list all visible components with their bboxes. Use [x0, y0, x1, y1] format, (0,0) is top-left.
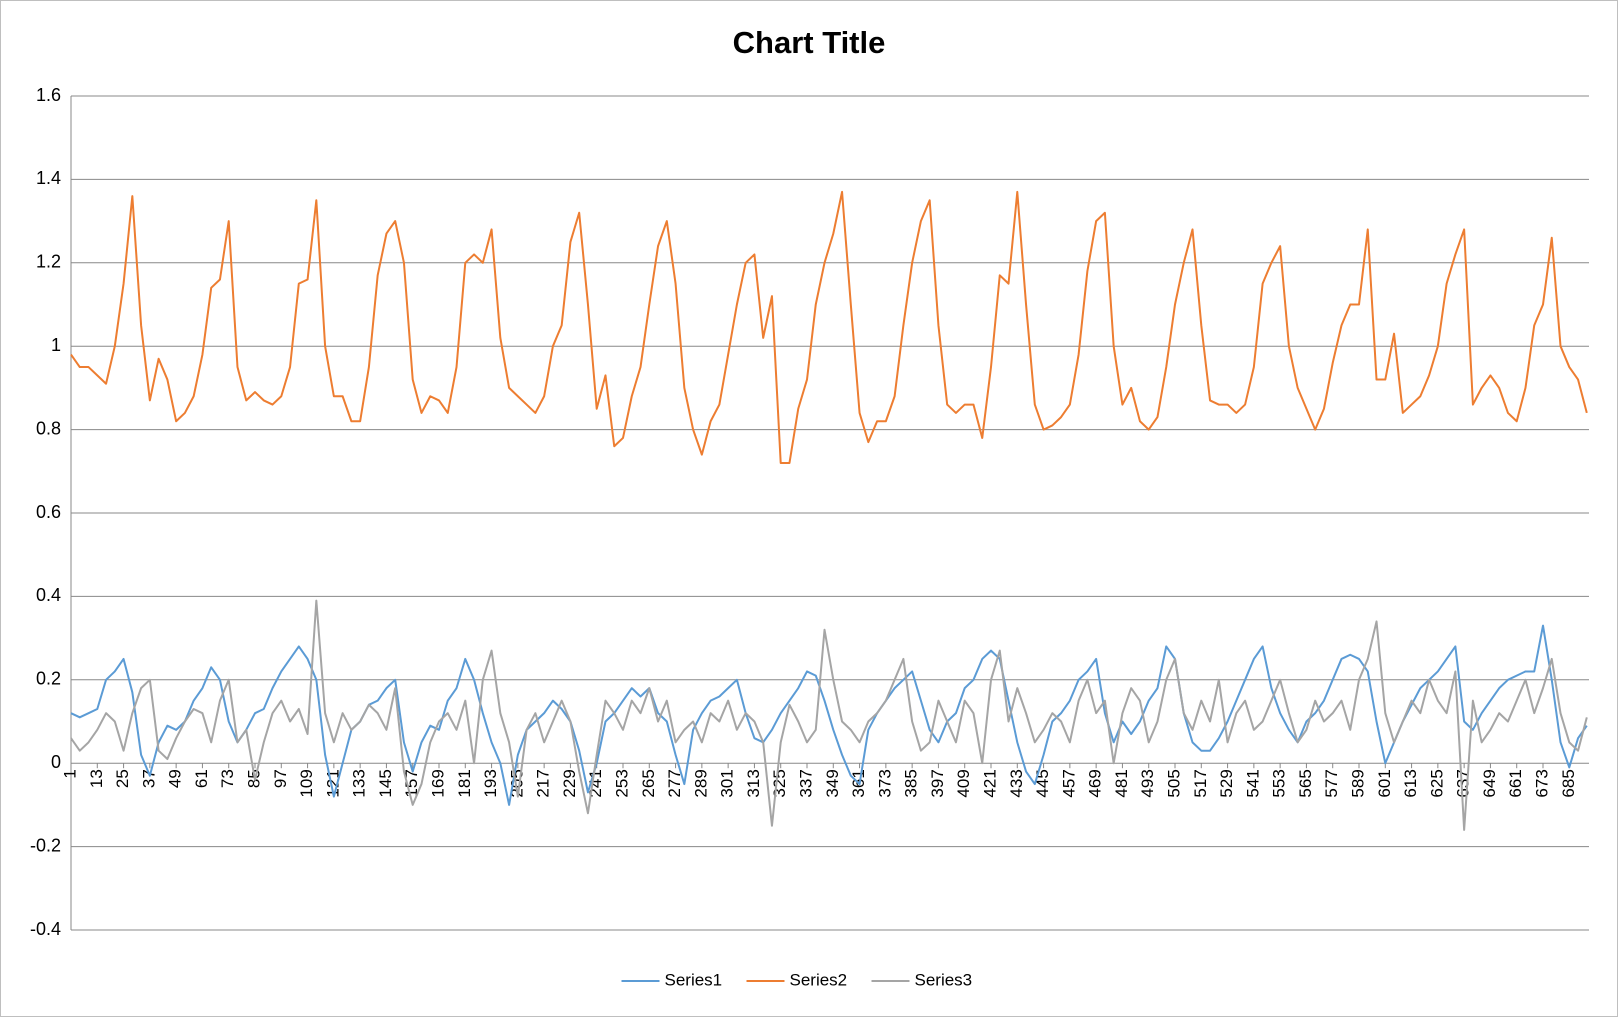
- x-tick-label: 613: [1401, 769, 1420, 797]
- series-line: [70, 190, 1588, 464]
- x-tick-label: 421: [980, 769, 999, 797]
- x-tick-label: 373: [875, 769, 894, 797]
- x-tick-label: 553: [1270, 769, 1289, 797]
- x-tick-label: 73: [218, 769, 237, 788]
- x-tick-label: 229: [560, 769, 579, 797]
- x-tick-label: 325: [770, 769, 789, 797]
- x-tick-label: 1: [60, 769, 79, 778]
- series: [70, 624, 1588, 806]
- x-tick-label: 277: [665, 769, 684, 797]
- x-tick-label: 601: [1375, 769, 1394, 797]
- chart-title: Chart Title: [733, 25, 886, 60]
- x-tick-label: 481: [1112, 769, 1131, 797]
- x-tick-label: 289: [691, 769, 710, 797]
- x-tick-label: 217: [534, 769, 553, 797]
- x-tick-label: 337: [796, 769, 815, 797]
- x-tick-label: 37: [139, 769, 158, 788]
- x-tick-label: 565: [1296, 769, 1315, 797]
- x-tick-label: 541: [1243, 769, 1262, 797]
- x-tick-label: 13: [87, 769, 106, 788]
- y-tick-label: 0.4: [36, 585, 61, 605]
- y-tick-label: -0.4: [30, 919, 61, 939]
- x-tick-label: 517: [1191, 769, 1210, 797]
- x-tick-label: 493: [1138, 769, 1157, 797]
- y-tick-label: 1: [51, 335, 61, 355]
- y-tick-label: -0.2: [30, 835, 61, 855]
- x-tick-label: 457: [1059, 769, 1078, 797]
- x-tick-label: 385: [902, 769, 921, 797]
- x-tick-label: 157: [402, 769, 421, 797]
- y-tick-label: 0: [51, 752, 61, 772]
- x-tick-label: 685: [1559, 769, 1578, 797]
- x-tick-label: 49: [166, 769, 185, 788]
- x-tick-label: 577: [1322, 769, 1341, 797]
- x-tick-label: 133: [350, 769, 369, 797]
- y-tick-label: 0.6: [36, 502, 61, 522]
- x-tick-label: 349: [823, 769, 842, 797]
- x-tick-label: 637: [1454, 769, 1473, 797]
- x-tick-label: 193: [481, 769, 500, 797]
- x-tick-label: 649: [1480, 769, 1499, 797]
- legend-label: Series2: [790, 970, 848, 989]
- x-tick-label: 61: [192, 769, 211, 788]
- legend-label: Series1: [665, 970, 723, 989]
- x-tick-label: 661: [1506, 769, 1525, 797]
- y-tick-label: 1.4: [36, 168, 61, 188]
- x-tick-label: 241: [586, 769, 605, 797]
- x-tick-label: 469: [1086, 769, 1105, 797]
- x-tick-label: 25: [113, 769, 132, 788]
- series-line: [70, 599, 1588, 831]
- x-tick-label: 409: [954, 769, 973, 797]
- series: [70, 599, 1588, 831]
- y-tick-label: 0.8: [36, 418, 61, 438]
- x-tick-label: 109: [297, 769, 316, 797]
- x-tick-label: 121: [323, 769, 342, 797]
- x-tick-label: 265: [639, 769, 658, 797]
- x-tick-label: 397: [928, 769, 947, 797]
- x-tick-label: 145: [376, 769, 395, 797]
- x-tick-label: 529: [1217, 769, 1236, 797]
- x-tick-label: 181: [455, 769, 474, 797]
- x-tick-label: 97: [271, 769, 290, 788]
- legend-label: Series3: [915, 970, 973, 989]
- y-tick-label: 1.2: [36, 252, 61, 272]
- x-tick-label: 505: [1164, 769, 1183, 797]
- x-tick-label: 301: [718, 769, 737, 797]
- x-tick-label: 169: [428, 769, 447, 797]
- x-tick-label: 673: [1532, 769, 1551, 797]
- y-tick-label: 1.6: [36, 85, 61, 105]
- x-tick-label: 625: [1427, 769, 1446, 797]
- y-tick-label: 0.2: [36, 669, 61, 689]
- x-tick-label: 253: [612, 769, 631, 797]
- series: [70, 190, 1588, 464]
- x-tick-label: 313: [744, 769, 763, 797]
- x-tick-label: 589: [1348, 769, 1367, 797]
- x-tick-label: 433: [1007, 769, 1026, 797]
- series-line: [70, 624, 1588, 806]
